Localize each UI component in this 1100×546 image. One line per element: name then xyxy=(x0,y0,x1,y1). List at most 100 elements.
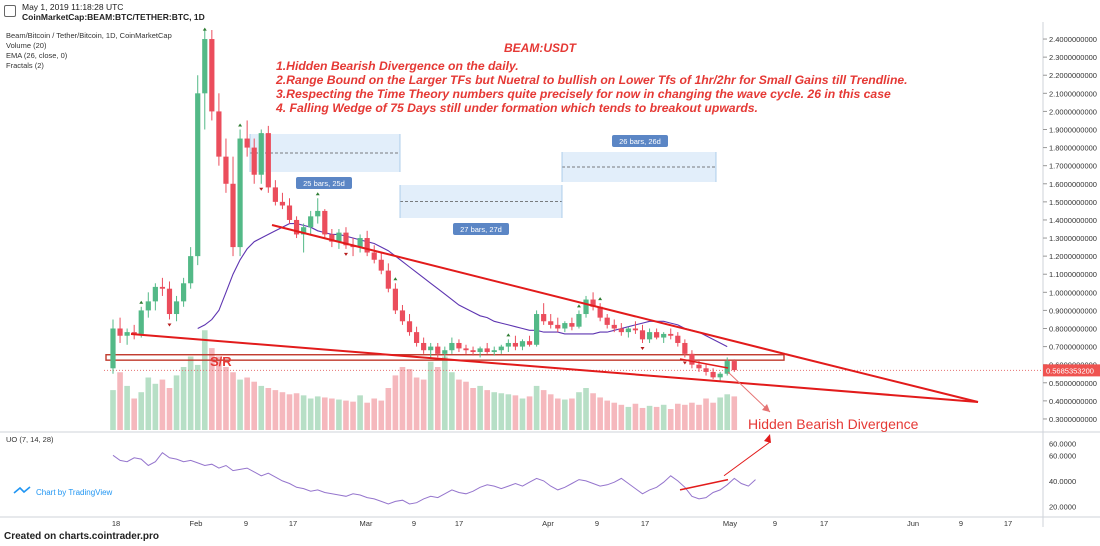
fractal-down-marker xyxy=(167,323,172,327)
wedge-upper-trendline xyxy=(271,224,786,355)
candle-body xyxy=(181,283,187,302)
volume-bar xyxy=(420,379,427,430)
candle-body xyxy=(470,350,476,353)
candle-body xyxy=(322,210,328,235)
volume-bar xyxy=(230,372,236,430)
volume-bar xyxy=(194,364,201,430)
main-pane xyxy=(104,22,1043,432)
volume-bar xyxy=(131,398,137,430)
candle-body xyxy=(286,205,293,220)
volume-bar xyxy=(717,397,723,430)
volume-bar xyxy=(216,356,222,430)
x-tick-label: Jun xyxy=(907,519,919,528)
volume-bar xyxy=(667,409,674,430)
volume-bar xyxy=(258,385,265,430)
candle-body xyxy=(124,332,130,336)
chart-title: BEAM:USDT xyxy=(504,41,578,55)
candle-body xyxy=(498,346,504,351)
volume-bar xyxy=(519,398,526,430)
volume-bar xyxy=(357,395,363,430)
candle-body xyxy=(145,301,151,311)
volume-bar xyxy=(491,392,498,430)
y-tick-label: 0.7000000000 xyxy=(1049,343,1097,352)
candle-body xyxy=(392,288,398,311)
volume-bar xyxy=(314,396,321,430)
volume-bar xyxy=(166,388,173,430)
time-range-label: 27 bars, 27d xyxy=(460,225,502,234)
candle-body xyxy=(435,346,441,354)
candle-body xyxy=(512,342,519,347)
candle-body xyxy=(731,361,737,371)
volume-bar xyxy=(364,402,370,430)
uo-tick-label: 60.0000 xyxy=(1049,440,1076,449)
volume-bar xyxy=(484,390,490,430)
candle-body xyxy=(216,111,222,157)
volume-bar xyxy=(470,388,476,430)
candle-body xyxy=(152,286,158,302)
x-tick-label: 17 xyxy=(641,519,649,528)
volume-bar xyxy=(547,394,554,430)
candle-body xyxy=(654,332,660,338)
candle-body xyxy=(209,39,215,112)
fractal-down-marker xyxy=(343,252,348,256)
candle-body xyxy=(364,238,370,253)
x-tick-label: Apr xyxy=(542,519,554,528)
candle-body xyxy=(562,323,568,329)
volume-bar xyxy=(307,398,314,430)
candle-body xyxy=(272,187,278,202)
candle-body xyxy=(188,256,194,284)
volume-bar xyxy=(477,385,483,430)
annotation-line: 3.Respecting the Time Theory numbers qui… xyxy=(276,87,891,101)
candle-body xyxy=(166,288,173,315)
y-tick-label: 0.5000000000 xyxy=(1049,379,1097,388)
candle-body xyxy=(710,371,716,378)
candle-body xyxy=(202,39,208,94)
wedge-lower-trendline xyxy=(130,333,979,403)
volume-bar xyxy=(505,394,512,430)
volume-bar xyxy=(625,406,632,430)
x-tick-label: 18 xyxy=(112,519,120,528)
candle-body xyxy=(477,348,483,353)
volume-bar xyxy=(159,379,166,430)
y-tick-label: 2.2000000000 xyxy=(1049,71,1097,80)
divergence-arrow xyxy=(727,371,771,413)
volume-bar xyxy=(371,398,378,430)
candle-body xyxy=(343,232,349,246)
x-tick-label: 17 xyxy=(289,519,297,528)
uo-tick-label: 20.0000 xyxy=(1049,503,1076,512)
volume-bar xyxy=(569,398,575,430)
volume-bar xyxy=(173,375,180,430)
candle-body xyxy=(195,93,201,257)
x-tick-label: 9 xyxy=(412,519,416,528)
volume-bar xyxy=(442,356,448,430)
volume-bar xyxy=(597,397,603,430)
y-tick-label: 0.3000000000 xyxy=(1049,415,1097,424)
volume-bar xyxy=(392,375,399,430)
candle-body xyxy=(505,342,511,347)
volume-bar xyxy=(265,388,272,430)
volume-bar xyxy=(251,381,257,430)
volume-bar xyxy=(124,385,130,430)
volume-bar xyxy=(456,379,462,430)
candle-body xyxy=(541,314,547,322)
legend-entry: Fractals (2) xyxy=(6,61,44,70)
volume-bar xyxy=(180,367,187,430)
x-tick-label: 9 xyxy=(959,519,963,528)
candle-body xyxy=(717,373,723,378)
candle-body xyxy=(237,138,243,248)
volume-bar xyxy=(583,388,589,430)
candle-body xyxy=(329,234,335,242)
volume-bar xyxy=(590,393,596,430)
x-tick-label: 9 xyxy=(595,519,599,528)
volume-bar xyxy=(434,367,441,430)
volume-bar xyxy=(731,396,738,430)
y-tick-label: 1.2000000000 xyxy=(1049,252,1097,261)
time-range-tag xyxy=(296,177,352,189)
volume-bar xyxy=(145,377,152,430)
x-tick-label: 17 xyxy=(455,519,463,528)
volume-bar xyxy=(322,397,328,430)
volume-bar xyxy=(703,398,709,430)
fractal-up-marker xyxy=(315,192,320,196)
uo-legend: UO (7, 14, 28) xyxy=(6,435,54,444)
